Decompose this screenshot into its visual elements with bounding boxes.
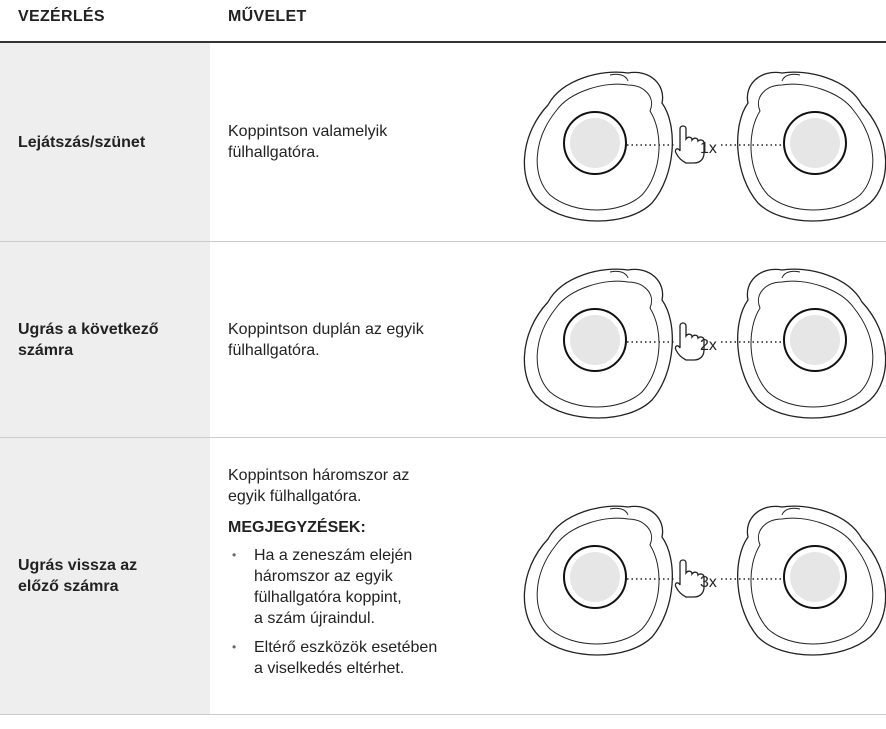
control-cell: Ugrás vissza az előző számra [0,438,210,714]
column-header: VEZÉRLÉS [18,8,105,25]
tap-count: 3x [700,574,717,591]
text-line: előző számra [18,578,119,595]
text-line: Koppintson háromszor az [228,467,410,484]
action-text: Koppintson háromszor az egyik fülhallgató… [228,465,508,507]
table-row: Ugrás vissza az előző számra Koppintson há… [0,438,886,715]
control-cell: Ugrás a következő számra [0,242,210,437]
header-rule [0,41,886,43]
control-label: Lejátszás/szünet [18,132,145,153]
note-item: Ha a zeneszám elején háromszor az egyik fü… [228,545,508,629]
text-line: Koppintson valamelyik [228,123,388,140]
tap-count: 1x [700,140,717,157]
hand-icon [674,322,705,361]
text-line: számra [18,341,74,359]
notes-title: MEGJEGYZÉSEK: [228,519,366,536]
note-item: Eltérő eszközök esetében a viselkedés elt… [228,637,508,679]
action-text: Koppintson valamelyik fülhallgatóra. [228,121,508,163]
text-line: háromszor az egyik [254,568,393,585]
earbud [523,268,673,419]
text-line: a szám újraindul. [254,610,375,627]
tap-count: 2x [700,337,717,354]
text-line: fülhallgatóra. [228,144,320,161]
table-row: Ugrás a következő számra Koppintson duplán… [0,242,886,438]
text-line: Ha a zeneszám elején [254,547,413,564]
earbud [737,268,886,419]
text-line: Ugrás a következő [18,320,159,338]
action-cell: Koppintson duplán az egyik fülhallgatóra. [228,242,508,437]
text-line: fülhallgatóra koppint, [254,589,402,606]
text-line: Eltérő eszközök esetében [254,639,438,656]
earbud [523,505,673,656]
text-line: fülhallgatóra. [228,341,320,359]
action-cell: Koppintson háromszor az egyik fülhallgató… [228,438,508,714]
control-cell: Lejátszás/szünet [0,43,210,241]
tap-illustration: 3x [523,505,886,656]
hand-icon [674,124,705,164]
hand-icon [674,558,705,598]
control-label: Ugrás a következő számra [18,319,159,361]
tap-illustration: 1x [523,71,886,222]
tap-illustration: 2x [523,268,886,419]
column-header: MŰVELET [228,8,307,25]
action-text: Koppintson duplán az egyik fülhallgatóra. [228,319,508,361]
text-line: egyik fülhallgatóra. [228,488,362,505]
text-line: Ugrás vissza az [18,557,138,574]
control-label: Ugrás vissza az előző számra [18,555,137,597]
table-row: Lejátszás/szünet Koppintson valamelyik fül… [0,43,886,242]
action-cell: Koppintson valamelyik fülhallgatóra. [228,43,508,241]
earbud [737,71,886,222]
text-line: a viselkedés eltérhet. [254,660,405,677]
earbud [737,505,886,656]
text-line: Lejátszás/szünet [18,133,146,151]
text-line: Koppintson duplán az egyik [228,320,424,338]
earbud [523,71,673,222]
